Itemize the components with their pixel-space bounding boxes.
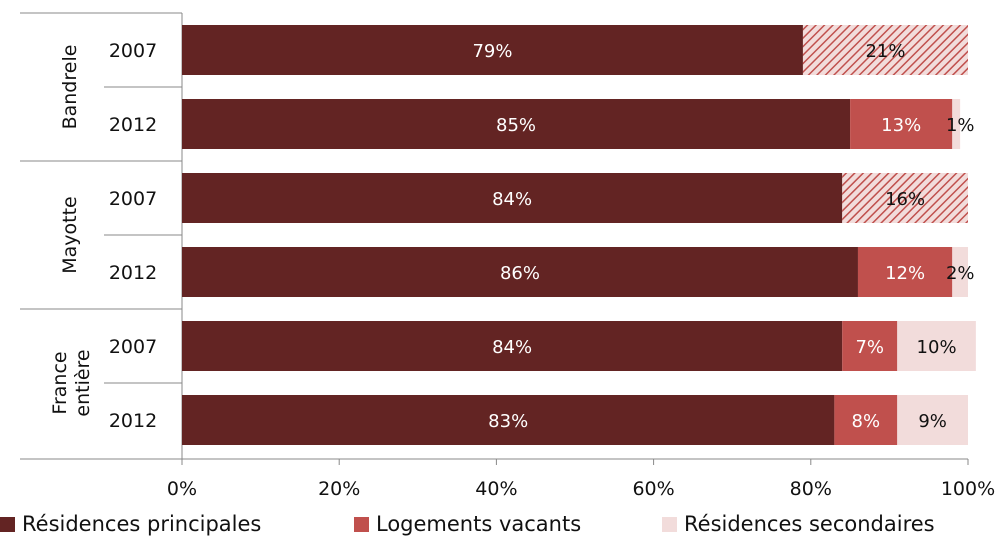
group-label: Mayotte xyxy=(59,196,81,274)
x-tick-label: 20% xyxy=(318,478,360,500)
data-label: 7% xyxy=(855,337,884,358)
x-tick-label: 40% xyxy=(475,478,517,500)
legend-label-principales: Résidences principales xyxy=(22,512,261,536)
data-label: 2% xyxy=(946,263,975,284)
group-label-line: France xyxy=(49,351,71,414)
group-label: Franceentière xyxy=(49,349,94,416)
year-label: 2007 xyxy=(109,188,157,210)
legend-swatch-secondaires xyxy=(662,517,677,532)
x-tick-label: 60% xyxy=(632,478,674,500)
stacked-bar-chart: 0% 20% 40% 60% 80% 100% 79% 21% 85% 13% 1% 84% 16% 8… xyxy=(0,0,1007,512)
data-label: 10% xyxy=(917,337,957,358)
data-label: 12% xyxy=(885,263,925,284)
group-label: Bandrele xyxy=(59,45,81,130)
bars: 79% 21% 85% 13% 1% 84% 16% 86% 12% 2% 84% 7% 10% 83% 8… xyxy=(182,25,976,445)
year-label: 2012 xyxy=(109,410,157,432)
legend: Résidences principales Logements vacants… xyxy=(0,512,1007,541)
legend-item-principales: Résidences principales xyxy=(0,512,261,536)
data-label: 8% xyxy=(852,411,881,432)
data-label: 1% xyxy=(946,115,975,136)
data-label: 79% xyxy=(472,41,512,62)
legend-item-vacants: Logements vacants xyxy=(354,512,581,536)
data-label: 16% xyxy=(885,189,925,210)
x-tick-label: 80% xyxy=(790,478,832,500)
year-label: 2007 xyxy=(109,40,157,62)
data-label: 13% xyxy=(881,115,921,136)
year-label: 2012 xyxy=(109,262,157,284)
data-label: 84% xyxy=(492,189,532,210)
legend-swatch-principales xyxy=(0,517,15,532)
group-label-line: entière xyxy=(72,349,94,416)
legend-item-secondaires: Résidences secondaires xyxy=(662,512,935,536)
group-label-line: Mayotte xyxy=(59,196,81,274)
legend-label-secondaires: Résidences secondaires xyxy=(684,512,935,536)
data-label: 9% xyxy=(918,411,947,432)
x-tick-label: 100% xyxy=(941,478,995,500)
year-label: 2012 xyxy=(109,114,157,136)
legend-swatch-vacants xyxy=(354,517,369,532)
group-label-line: Bandrele xyxy=(59,45,81,130)
data-label: 21% xyxy=(865,41,905,62)
year-label: 2007 xyxy=(109,336,157,358)
data-label: 85% xyxy=(496,115,536,136)
data-label: 86% xyxy=(500,263,540,284)
data-label: 84% xyxy=(492,337,532,358)
category-labels: Bandrele 2007 2012 Mayotte 2007 2012 Franceent… xyxy=(49,40,157,432)
legend-label-vacants: Logements vacants xyxy=(376,512,581,536)
x-tick-label: 0% xyxy=(167,478,197,500)
data-label: 83% xyxy=(488,411,528,432)
